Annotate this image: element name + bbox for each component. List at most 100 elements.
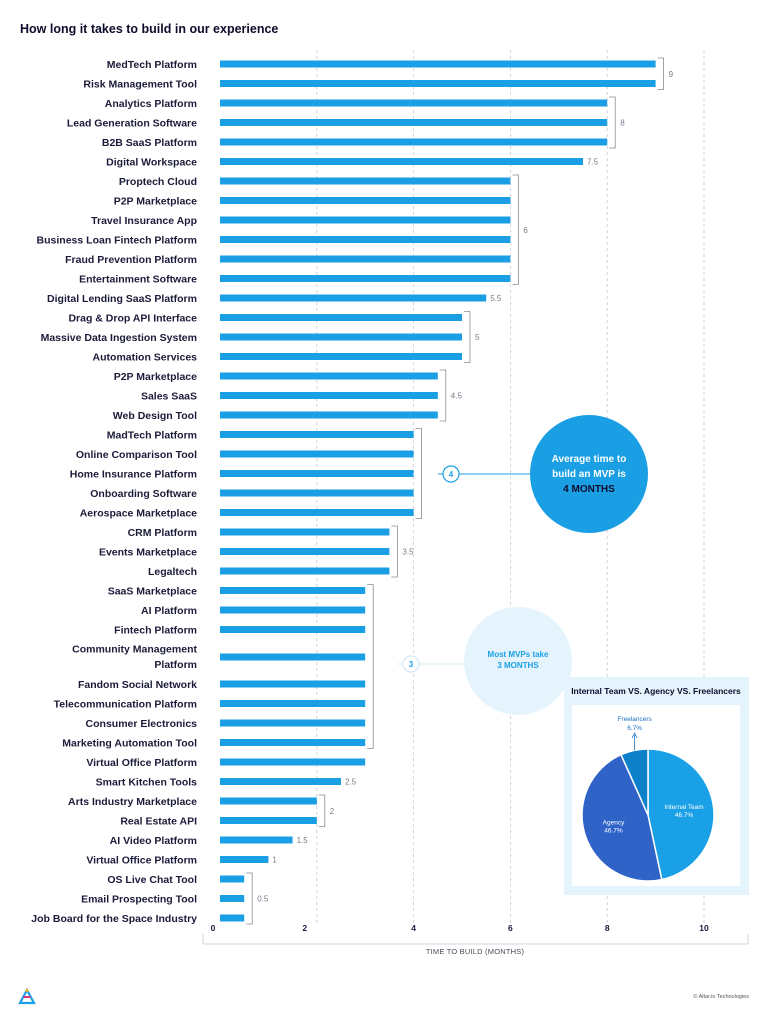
category-label-31: Fandom Social Network	[78, 679, 197, 691]
bar-18	[220, 411, 438, 419]
category-label-41: OS Live Chat Tool	[107, 874, 197, 886]
group-label-4: 5.5	[490, 294, 502, 303]
chart-title: How long it takes to build in our experi…	[20, 22, 278, 36]
category-label-33: Consumer Electronics	[86, 718, 198, 730]
altar-logo-icon	[18, 987, 36, 1005]
bar-41	[220, 875, 245, 883]
group-bracket-11	[318, 794, 326, 827]
callout-4-line3: 4 MONTHS	[563, 484, 615, 495]
group-label-5: 5	[475, 333, 480, 342]
x-tick-4: 8	[605, 923, 610, 933]
bar-24	[220, 528, 390, 536]
category-label-37: Arts Industry Marketplace	[68, 796, 197, 808]
bar-17	[220, 392, 438, 399]
bar-20	[220, 450, 414, 458]
category-label-9: Business Loan Fintech Platform	[37, 234, 197, 246]
bar-29	[220, 626, 366, 633]
bar-14	[220, 333, 462, 341]
pie-label-name-0: Internal Team	[664, 804, 703, 811]
bar-32	[220, 700, 366, 707]
group-bracket-0	[657, 57, 664, 90]
callout-3-line2: 3 MONTHS	[497, 661, 539, 670]
category-label-19: MadTech Platform	[107, 429, 197, 441]
category-label-22: Onboarding Software	[90, 488, 197, 500]
bar-39	[220, 836, 293, 844]
bar-35	[220, 758, 366, 766]
group-label-0: 9	[669, 70, 674, 79]
category-label-0: MedTech Platform	[107, 59, 197, 71]
bar-5	[220, 158, 583, 165]
bar-9	[220, 236, 511, 243]
category-label-27: SaaS Marketplace	[108, 585, 197, 597]
callout-4-line1: Average time to	[552, 454, 627, 465]
group-bracket-3	[512, 174, 519, 285]
x-tick-2: 4	[411, 923, 416, 933]
bar-15	[220, 353, 462, 360]
pie-slice-2	[620, 748, 649, 816]
x-axis: 0 2 4 6 8 10 TIME TO BUILD (MONTHS)	[202, 923, 749, 957]
category-label-6: Proptech Cloud	[119, 176, 197, 188]
x-axis-label: TIME TO BUILD (MONTHS)	[426, 947, 525, 956]
bars	[220, 60, 656, 922]
bar-4	[220, 138, 608, 146]
callout-4-circle	[530, 415, 648, 533]
bar-22	[220, 489, 414, 497]
category-label-28: AI Platform	[141, 605, 197, 617]
bar-25	[220, 548, 390, 555]
bar-36	[220, 778, 341, 785]
copyright: © Altar.io Technologies	[693, 993, 749, 1000]
pie-slice-0	[647, 748, 715, 881]
bar-31	[220, 680, 366, 688]
category-label-5: Digital Workspace	[106, 156, 197, 168]
category-label-11: Entertainment Software	[79, 273, 197, 285]
x-tick-3: 6	[508, 923, 513, 933]
bar-7	[220, 197, 511, 204]
category-label-43: Job Board for the Space Industry	[31, 913, 197, 925]
pie-label-value-1: 46.7%	[604, 827, 623, 834]
bar-38	[220, 817, 317, 824]
group-label-13: 1	[272, 856, 277, 865]
bar-33	[220, 719, 366, 727]
pie-label-name-1: Agency	[603, 819, 625, 826]
category-label-24: CRM Platform	[128, 527, 197, 539]
bar-2	[220, 99, 608, 107]
group-label-11: 2	[330, 807, 335, 816]
category-label-2: Analytics Platform	[105, 98, 197, 110]
bar-42	[220, 895, 245, 902]
bar-21	[220, 470, 414, 477]
x-tick-1: 2	[302, 923, 307, 933]
callout-3-marker-label: 3	[409, 660, 414, 669]
category-label-30: Community Management	[72, 644, 197, 656]
group-brackets: 9 8 7.5 6 5.5 5 4.5 3.5 2.5 2 1.5 1 0.5	[246, 57, 674, 925]
x-tick-5: 10	[699, 923, 709, 933]
group-label-8: 3.5	[402, 548, 414, 557]
bar-19	[220, 431, 414, 438]
category-label-16: P2P Marketplace	[114, 371, 197, 383]
bar-43	[220, 914, 245, 922]
category-label-36: Smart Kitchen Tools	[96, 776, 197, 788]
bar-0	[220, 60, 656, 68]
pie-label-name-2: Freelancers	[617, 716, 652, 723]
x-axis-bracket	[202, 934, 749, 945]
category-label-20: Online Comparison Tool	[76, 449, 197, 461]
category-label-8: Travel Insurance App	[91, 215, 197, 227]
category-label-18: Web Design Tool	[113, 410, 197, 422]
callout-3-circle	[464, 607, 572, 715]
group-label-12: 1.5	[297, 836, 309, 845]
category-label-38: Real Estate API	[120, 815, 197, 827]
category-label-32: Telecommunication Platform	[54, 698, 197, 710]
pie-label-value-0: 46.7%	[675, 812, 694, 819]
group-bracket-14	[246, 872, 253, 925]
category-label-4: B2B SaaS Platform	[102, 137, 197, 149]
category-label-25: Events Marketplace	[99, 546, 197, 558]
callout-3-line1: Most MVPs take	[488, 650, 549, 659]
bar-40	[220, 856, 269, 863]
group-bracket-5	[464, 311, 471, 363]
category-label-21: Home Insurance Platform	[70, 468, 197, 480]
category-label-39: AI Video Platform	[110, 835, 197, 847]
category-label-7: P2P Marketplace	[114, 195, 197, 207]
pie-label-value-2: 6.7%	[627, 725, 642, 732]
group-bracket-8	[391, 525, 398, 578]
callout-4-line2: build an MVP is	[552, 469, 626, 480]
pie-title: Internal Team VS. Agency VS. Freelancers	[571, 686, 741, 696]
